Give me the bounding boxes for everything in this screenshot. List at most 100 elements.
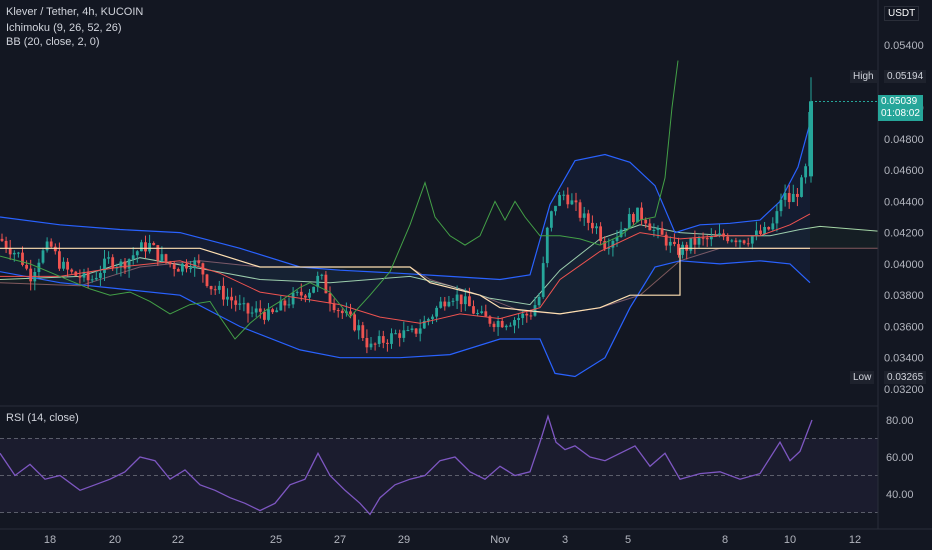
rsi-legend[interactable]: RSI (14, close) bbox=[6, 412, 79, 424]
time-tick-label: 29 bbox=[398, 534, 410, 546]
candle-body bbox=[677, 244, 680, 255]
time-tick-label: 25 bbox=[270, 534, 282, 546]
candle-body bbox=[230, 296, 233, 301]
candle-body bbox=[78, 275, 82, 278]
currency-label[interactable]: USDT bbox=[884, 6, 920, 21]
candle-body bbox=[525, 313, 529, 316]
candle-body bbox=[730, 240, 734, 242]
candle-body bbox=[492, 323, 496, 328]
candle-body bbox=[627, 214, 631, 229]
price-tick-label: 0.04200 bbox=[884, 228, 924, 240]
candle-body bbox=[336, 310, 340, 312]
candle-body bbox=[45, 241, 49, 251]
candle-body bbox=[373, 343, 377, 345]
rsi-tick-label: 80.00 bbox=[886, 415, 914, 427]
candle-body bbox=[164, 254, 168, 262]
last-price: 0.05039 bbox=[881, 96, 918, 107]
candle-body bbox=[353, 314, 356, 331]
candle-body bbox=[111, 257, 115, 268]
candle-body bbox=[779, 199, 783, 212]
time-tick-label: 12 bbox=[849, 534, 861, 546]
candle-body bbox=[767, 226, 771, 230]
candle-body bbox=[640, 207, 643, 220]
candle-body bbox=[582, 213, 586, 218]
symbol-title[interactable]: Klever / Tether, 4h, KUCOIN bbox=[6, 6, 144, 18]
candle-body bbox=[566, 194, 570, 205]
time-tick-label: 27 bbox=[334, 534, 346, 546]
time-tick-label: 5 bbox=[625, 534, 631, 546]
candle-body bbox=[595, 226, 598, 229]
candle-body bbox=[615, 236, 619, 241]
candle-body bbox=[636, 207, 639, 223]
candle-body bbox=[701, 237, 705, 239]
candle-body bbox=[250, 312, 254, 314]
candle-body bbox=[804, 166, 807, 178]
candle-body bbox=[365, 337, 369, 348]
candle-body bbox=[328, 293, 332, 304]
candle-body bbox=[107, 257, 110, 259]
rsi-pane[interactable] bbox=[0, 414, 878, 516]
candle-body bbox=[660, 228, 664, 235]
candle-body bbox=[181, 263, 184, 272]
candle-body bbox=[496, 321, 500, 328]
rsi-tick-label: 60.00 bbox=[886, 452, 914, 464]
candle-body bbox=[472, 306, 475, 314]
candle-body bbox=[189, 268, 192, 270]
candle-body bbox=[299, 291, 303, 296]
candle-body bbox=[242, 303, 246, 305]
candle-body bbox=[369, 343, 373, 348]
candle-body bbox=[726, 236, 730, 242]
candle-body bbox=[258, 308, 262, 312]
candle-body bbox=[222, 285, 225, 300]
candle-body bbox=[509, 325, 512, 327]
candle-body bbox=[168, 261, 172, 265]
ichimoku-legend[interactable]: Ichimoku (9, 26, 52, 26) bbox=[6, 22, 122, 34]
candle-body bbox=[197, 260, 201, 264]
bb-lower bbox=[0, 260, 811, 378]
rsi-tick-label: 40.00 bbox=[886, 489, 914, 501]
candle-body bbox=[541, 263, 545, 297]
candle-body bbox=[295, 291, 299, 293]
candle-body bbox=[152, 243, 156, 246]
candle-body bbox=[742, 240, 746, 244]
candle-body bbox=[755, 230, 758, 237]
candle-body bbox=[12, 252, 16, 255]
candle-body bbox=[611, 240, 615, 248]
candle-body bbox=[513, 320, 516, 326]
candle-body bbox=[435, 307, 438, 317]
candle-body bbox=[193, 260, 197, 269]
candle-body bbox=[226, 296, 229, 300]
candle-body bbox=[90, 279, 94, 281]
candle-body bbox=[349, 311, 352, 315]
candle-body bbox=[648, 223, 652, 231]
candle-body bbox=[800, 177, 803, 197]
candle-body bbox=[377, 336, 381, 344]
bollinger-bands bbox=[0, 123, 811, 378]
candle-body bbox=[775, 211, 779, 224]
candle-body bbox=[103, 258, 106, 273]
candle-body bbox=[316, 275, 320, 287]
candle-body bbox=[320, 274, 324, 276]
candle-body bbox=[750, 236, 754, 244]
candle-body bbox=[86, 271, 90, 281]
candle-body bbox=[271, 309, 274, 313]
price-tick-label: 0.04600 bbox=[884, 165, 924, 177]
candle-body bbox=[213, 289, 217, 291]
candle-body bbox=[386, 342, 389, 344]
candle-body bbox=[394, 333, 397, 335]
candle-body bbox=[131, 255, 135, 260]
candle-body bbox=[759, 230, 762, 235]
candle-body bbox=[550, 211, 553, 228]
candle-body bbox=[4, 240, 8, 249]
candle-body bbox=[283, 300, 287, 306]
candle-body bbox=[205, 274, 209, 287]
candle-body bbox=[41, 250, 45, 263]
candle-body bbox=[558, 195, 561, 206]
candlesticks[interactable] bbox=[0, 77, 813, 354]
time-tick-label: Nov bbox=[490, 534, 510, 546]
bb-legend[interactable]: BB (20, close, 2, 0) bbox=[6, 36, 100, 48]
candle-body bbox=[422, 320, 426, 329]
ichimoku-lines bbox=[0, 60, 811, 340]
candle-body bbox=[25, 264, 28, 269]
